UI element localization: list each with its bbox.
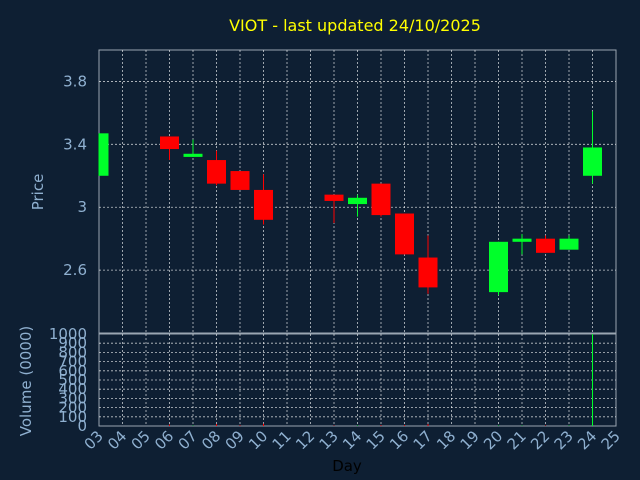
- price-axis-label: Price: [29, 174, 47, 211]
- x-tick-label: 15: [363, 427, 389, 453]
- candle-body: [254, 189, 273, 220]
- x-tick-label: 16: [386, 427, 412, 453]
- x-tick-label: 13: [316, 427, 342, 453]
- x-tick-label: 14: [339, 427, 365, 453]
- candle-body: [183, 153, 203, 157]
- x-tick-label: 12: [292, 427, 318, 453]
- candle-body: [324, 194, 344, 201]
- x-tick-label: 09: [222, 427, 248, 453]
- candle-body: [583, 147, 602, 176]
- price-tick-label: 3.4: [63, 135, 87, 153]
- volume-tick-label: 200: [58, 399, 87, 417]
- x-tick-label: 08: [198, 427, 224, 453]
- x-tick-label: 17: [410, 427, 436, 453]
- volume-axis-label: Volume (0000): [17, 326, 35, 436]
- candle-body: [99, 133, 109, 176]
- volume-tick-label: 0: [77, 417, 87, 435]
- candle-body: [536, 238, 555, 253]
- candle-body: [207, 160, 226, 184]
- candle-body: [512, 238, 532, 242]
- price-tick-label: 3: [77, 198, 87, 216]
- x-tick-label: 19: [457, 427, 483, 453]
- candle-body: [160, 136, 179, 150]
- volume-tick-label: 300: [58, 389, 87, 407]
- x-axis-label: Day: [332, 457, 362, 475]
- x-tick-label: 07: [175, 427, 201, 453]
- volume-tick-label: 800: [58, 343, 87, 361]
- x-tick-label: 18: [433, 427, 459, 453]
- candle-body: [418, 257, 438, 288]
- candle-body: [371, 183, 391, 216]
- volume-tick-label: 900: [58, 334, 87, 352]
- price-tick-label: 2.6: [63, 261, 87, 279]
- chart-title: VIOT - last updated 24/10/2025: [229, 16, 481, 35]
- price-panel: 2.6 3 3.4 3.8: [63, 49, 617, 334]
- candle-body: [348, 197, 367, 205]
- x-tick-label: 22: [527, 427, 553, 453]
- volume-tick-label: 100: [58, 408, 87, 426]
- x-tick-label: 06: [151, 427, 177, 453]
- x-tick-label: 24: [574, 427, 600, 453]
- x-tick-label: 23: [551, 427, 577, 453]
- volume-tick-label: 400: [58, 380, 87, 398]
- x-tick-label: 05: [128, 427, 154, 453]
- price-tick-label: 3.8: [63, 72, 87, 90]
- candle-body: [395, 213, 414, 255]
- x-tick-label: 20: [480, 427, 506, 453]
- volume-tick-label: 600: [58, 362, 87, 380]
- candle-body: [489, 241, 508, 293]
- candle-body: [230, 171, 250, 190]
- x-tick-label: 21: [504, 427, 530, 453]
- x-tick-label: 04: [104, 427, 130, 453]
- volume-tick-label: 500: [58, 371, 87, 389]
- x-axis-ticks: 0304050607080910111213141516171819202122…: [81, 427, 624, 453]
- candle-body: [559, 238, 579, 250]
- x-tick-label: 10: [245, 427, 271, 453]
- volume-tick-label: 700: [58, 353, 87, 371]
- volume-tick-label: 1000: [49, 325, 87, 343]
- x-tick-label: 11: [269, 427, 295, 453]
- x-tick-label: 25: [598, 427, 624, 453]
